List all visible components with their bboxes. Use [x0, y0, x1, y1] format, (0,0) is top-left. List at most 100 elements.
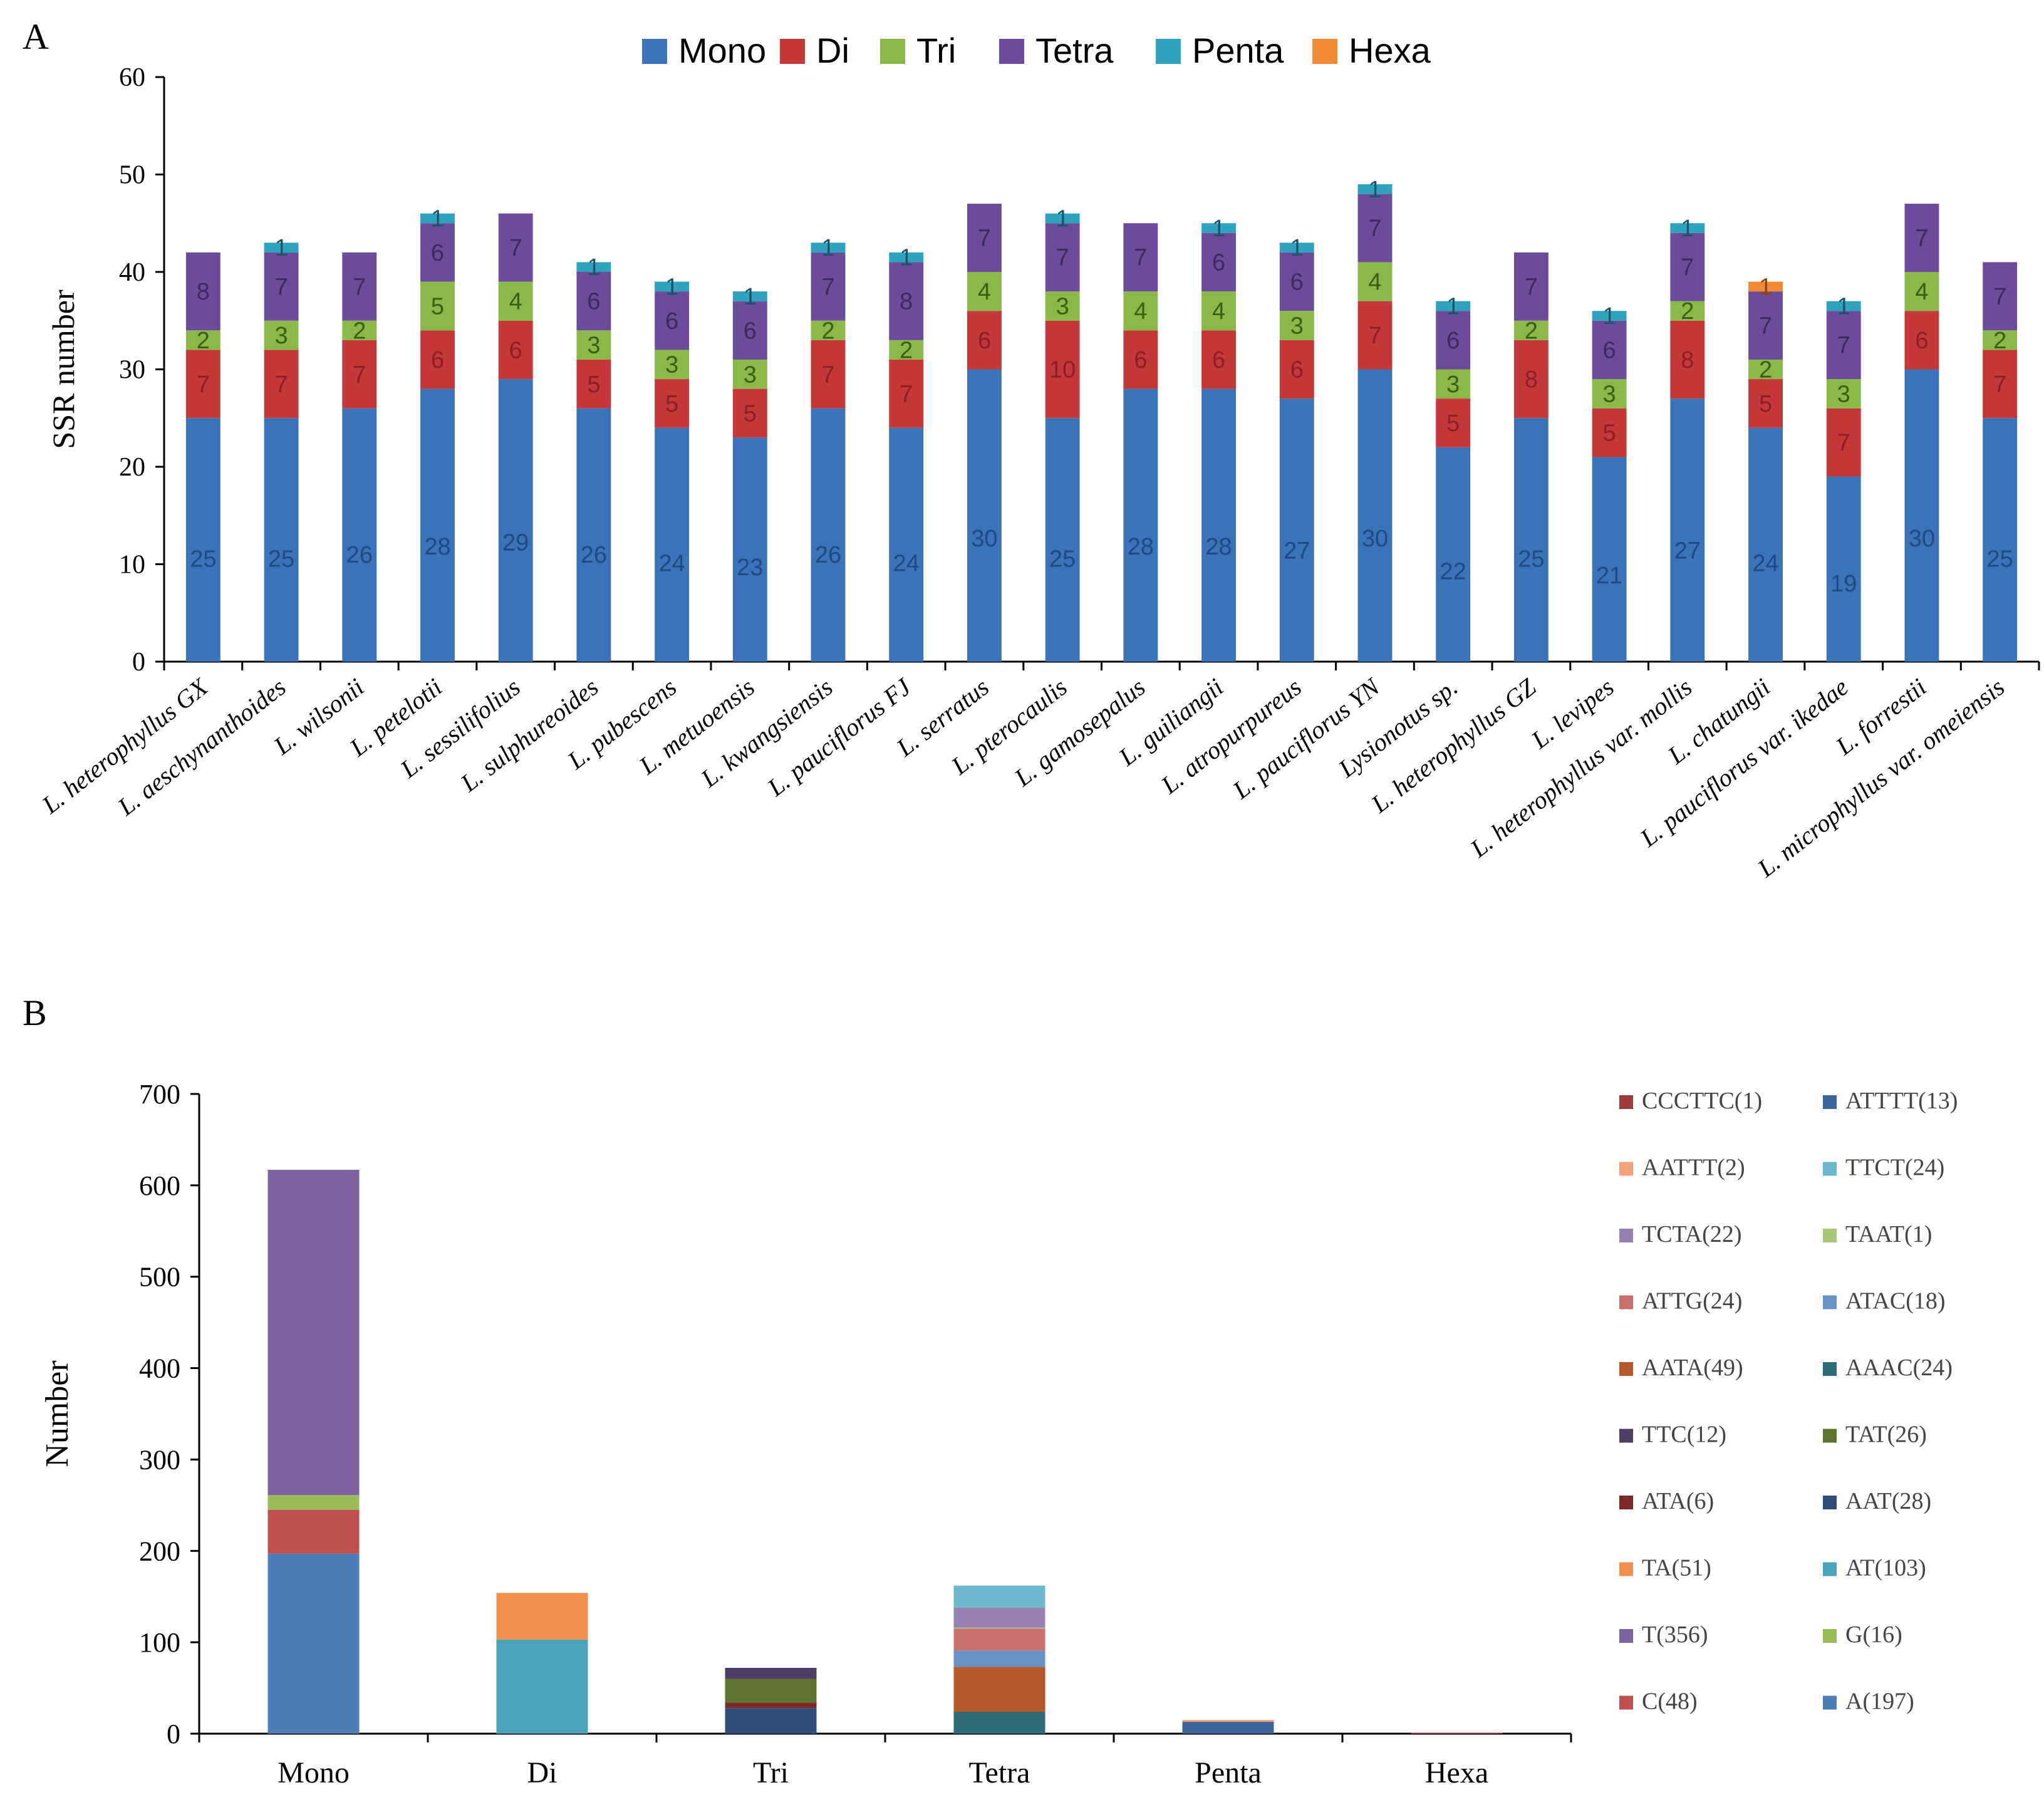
bar-segment-c-48 — [267, 1509, 360, 1554]
data-label-penta: 1 — [1368, 177, 1381, 203]
data-label-tetra: 7 — [509, 235, 522, 261]
bar-segment-a-197 — [267, 1553, 360, 1734]
legend-swatch-c-48 — [1619, 1695, 1633, 1710]
bar-segment-tri — [1279, 311, 1314, 340]
data-label-di: 7 — [353, 362, 366, 388]
bar-segment-tetra — [967, 204, 1002, 272]
x-tick-label: Tri — [753, 1756, 789, 1789]
data-label-tri: 2 — [1993, 328, 2006, 354]
bar-segment-mono — [1357, 369, 1393, 662]
data-label-mono: 25 — [190, 546, 216, 573]
legend-swatch-atac-18 — [1823, 1295, 1837, 1309]
data-label-tri: 2 — [1681, 298, 1694, 325]
data-label-tetra: 7 — [1759, 313, 1772, 340]
data-label-di: 7 — [1837, 430, 1850, 456]
bar-segment-tri — [732, 359, 767, 389]
bar-segment-penta — [1357, 184, 1393, 194]
bar-segment-penta — [889, 252, 924, 263]
legend-swatch-cccttc-1 — [1619, 1095, 1633, 1109]
bar-segment-mono — [1826, 476, 1861, 662]
bar-segment-di — [576, 359, 611, 409]
bar-segment-tetra — [1826, 311, 1861, 380]
bar-segment-hexa — [1748, 281, 1783, 292]
data-label-tri: 2 — [197, 328, 210, 354]
y-tick-label: 60 — [119, 63, 145, 92]
bar-segment-mono — [264, 418, 299, 662]
data-label-penta: 1 — [1290, 235, 1304, 261]
bar-segment-tetra — [185, 252, 220, 331]
bar-segment-penta — [1045, 213, 1080, 224]
data-label-mono: 25 — [1049, 546, 1076, 573]
bar-segment-di — [889, 359, 924, 428]
data-label-mono: 26 — [581, 542, 607, 568]
legend-label-t-356: T(356) — [1642, 1622, 1708, 1648]
bar-segment-di — [1513, 340, 1549, 419]
legend-swatch-t-356 — [1619, 1629, 1633, 1643]
bar-segment-g-16 — [267, 1495, 360, 1510]
legend-swatch-mono — [642, 39, 667, 64]
data-label-penta: 1 — [900, 245, 913, 271]
y-tick-label: 40 — [119, 258, 145, 287]
bar-segment-di — [1357, 301, 1393, 370]
legend-label-taat-1: TAAT(1) — [1845, 1221, 1932, 1247]
bar-segment-tetra — [1748, 291, 1783, 360]
y-tick-label: 400 — [139, 1353, 180, 1384]
data-label-tetra: 7 — [1056, 245, 1069, 271]
bar-segment-ttc-12 — [725, 1667, 817, 1679]
bar-segment-tetra — [1357, 194, 1393, 263]
bar-segment-di — [655, 379, 690, 428]
bar-segment-tri — [811, 320, 846, 340]
bar-segment-tri — [420, 281, 455, 331]
bar-segment-di — [1592, 408, 1627, 457]
data-label-di: 10 — [1049, 357, 1076, 383]
y-tick-label: 500 — [139, 1262, 180, 1293]
legend-label-aata-49: AATA(49) — [1642, 1355, 1743, 1381]
data-label-tetra: 6 — [1446, 328, 1460, 354]
bar-segment-ata-6 — [725, 1702, 817, 1709]
legend-swatch-tri — [880, 39, 905, 64]
data-label-di: 8 — [1525, 367, 1538, 393]
bar-segment-tetra — [1670, 232, 1705, 301]
bar-segment-tri — [1983, 330, 2018, 350]
y-tick-label: 600 — [139, 1170, 180, 1201]
data-label-mono: 28 — [1205, 534, 1232, 560]
bar-segment-mono — [1670, 398, 1705, 662]
data-label-di: 7 — [274, 372, 288, 398]
bar-segment-tetra — [1201, 232, 1236, 292]
bar-segment-tri — [889, 340, 924, 360]
bar-segment-penta — [420, 213, 455, 224]
data-label-mono: 26 — [815, 542, 841, 568]
y-tick-label: 700 — [139, 1079, 180, 1110]
data-label-di: 6 — [431, 347, 444, 373]
legend-label-attg-24: ATTG(24) — [1642, 1288, 1742, 1315]
bar-segment-di — [342, 340, 377, 409]
data-label-tri: 4 — [509, 289, 522, 315]
data-label-penta: 1 — [1681, 216, 1694, 242]
bar-segment-mono — [1201, 388, 1236, 662]
legend-label-di: Di — [816, 31, 849, 70]
bar-segment-mono — [1904, 369, 1939, 662]
chart-b-motif-types: 0 100 200 300 400 500 600 700 Number Mono Di Tri Tet… — [39, 1079, 1958, 1789]
legend-label-hexa: Hexa — [1349, 31, 1431, 70]
bar-segment-mono — [1983, 418, 2018, 662]
data-label-di: 6 — [978, 328, 991, 354]
bar-segment-penta — [655, 281, 690, 292]
bar-segment-mono — [889, 427, 924, 662]
legend-label-tri: Tri — [916, 31, 956, 70]
bar-segment-tetra — [1983, 262, 2018, 331]
bar-segment-di — [1045, 320, 1080, 419]
data-label-penta: 1 — [431, 206, 444, 232]
bar-segment-tetra — [655, 291, 690, 350]
bar-segment-tetra — [1513, 252, 1549, 321]
data-label-tetra: 6 — [1603, 337, 1616, 363]
bar-segment-ttct-24 — [953, 1585, 1045, 1608]
bar-segment-tri — [1436, 369, 1471, 399]
legend-swatch-ta-51 — [1619, 1562, 1633, 1576]
bar-segment-tetra — [1592, 320, 1627, 380]
bar-segment-tri — [342, 320, 377, 340]
y-axis-title: SSR number — [46, 289, 81, 449]
bar-segment-tri — [1592, 379, 1627, 409]
data-label-mono: 24 — [1752, 550, 1778, 576]
data-label-tri: 3 — [1446, 372, 1460, 398]
data-label-mono: 30 — [1909, 526, 1935, 552]
